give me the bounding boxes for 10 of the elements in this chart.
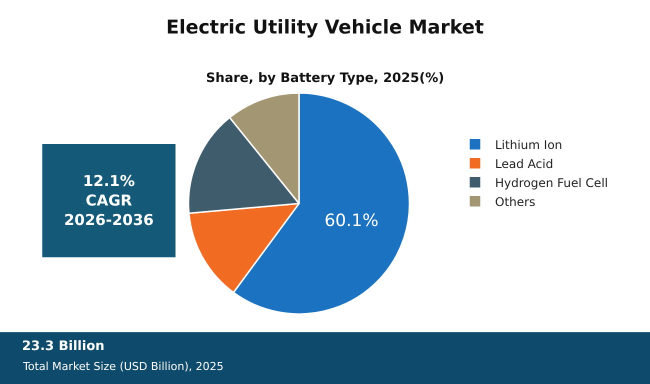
data-label: 60.1% [324, 210, 378, 231]
text: 12.1% CAGR 2026-2036 [64, 172, 154, 229]
legend-label: Lithium Ion [495, 138, 562, 152]
legend-label: Hydrogen Fuel Cell [495, 176, 608, 190]
text: Total Market Size (USD Billion), 2025 [22, 360, 224, 373]
chart-subtitle: Share, by Battery Type, 2025(%) [206, 71, 444, 86]
legend-label: Lead Acid [495, 156, 554, 171]
chart-title: Electric Utility Vehicle Market [166, 16, 484, 39]
text: 23.3 Billion [22, 339, 105, 354]
legend-label: Others [495, 194, 536, 209]
